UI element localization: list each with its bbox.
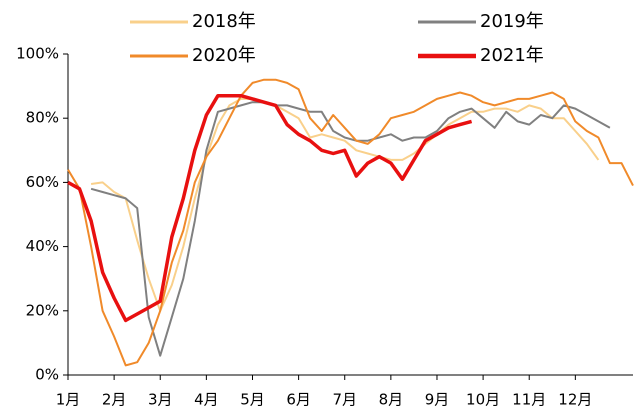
x-tick-label: 12月 [558, 391, 592, 409]
x-tick-label: 2月 [102, 391, 127, 409]
y-tick-label: 20% [26, 301, 59, 319]
legend-label: 2021年 [480, 45, 544, 66]
series-line [67, 93, 473, 323]
x-tick-label: 3月 [148, 391, 173, 409]
legend-label: 2020年 [192, 45, 256, 66]
x-tick-label: 10月 [466, 391, 500, 409]
x-tick-label: 8月 [379, 391, 404, 409]
x-tick-label: 11月 [512, 391, 546, 409]
y-tick-label: 80% [26, 109, 59, 127]
series-line [67, 78, 634, 367]
series-line [90, 101, 611, 357]
x-tick-label: 6月 [286, 391, 311, 409]
x-tick-label: 5月 [240, 391, 265, 409]
y-tick-label: 60% [26, 173, 59, 191]
x-tick-label: 7月 [332, 391, 357, 409]
x-tick-label: 4月 [194, 391, 219, 409]
x-tick-label: 9月 [425, 391, 450, 409]
y-tick-label: 40% [26, 237, 59, 255]
legend-label: 2019年 [480, 11, 544, 32]
y-tick-label: 0% [35, 366, 59, 384]
y-tick-label: 100% [16, 45, 59, 63]
legend-label: 2018年 [192, 11, 256, 32]
series-line [90, 97, 600, 312]
x-tick-label: 1月 [56, 391, 81, 409]
